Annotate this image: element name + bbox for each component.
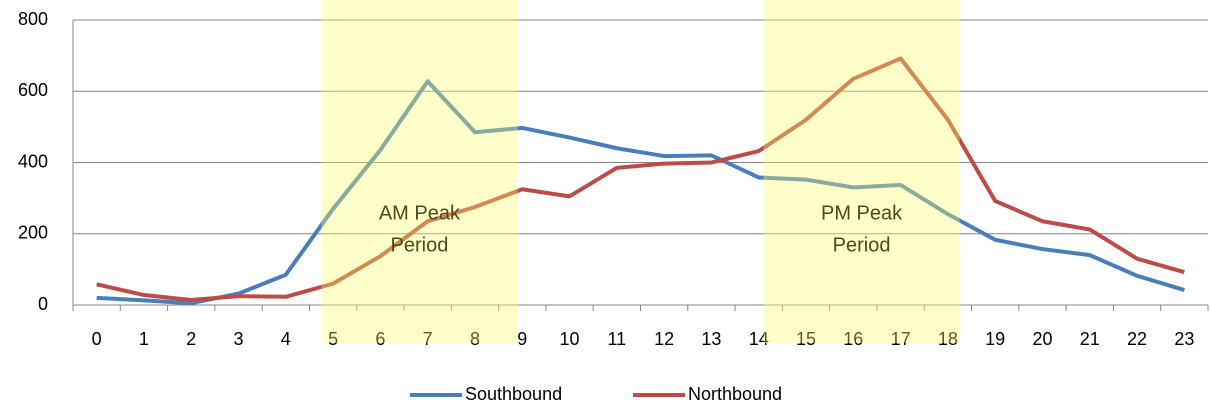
- peak-shade: [763, 0, 960, 343]
- x-tick-label: 7: [423, 329, 433, 349]
- annotation: AM Peak: [379, 202, 461, 224]
- series-line: [96, 56, 1185, 303]
- x-tick-label: 17: [891, 329, 911, 349]
- x-tick-label: 20: [1032, 329, 1052, 349]
- y-tick-label: 0: [38, 294, 48, 314]
- peak-shade: [321, 0, 518, 343]
- y-tick-label: 200: [18, 223, 48, 243]
- x-tick-label: 1: [139, 329, 149, 349]
- x-tick-label: 0: [92, 329, 102, 349]
- legend-label: Southbound: [465, 384, 562, 404]
- x-tick-label: 22: [1127, 329, 1147, 349]
- x-tick-label: 19: [985, 329, 1005, 349]
- x-tick-label: 18: [938, 329, 958, 349]
- x-tick-label: 16: [843, 329, 863, 349]
- annotation: Period: [833, 234, 891, 256]
- x-tick-label: 15: [796, 329, 816, 349]
- y-tick-label: 400: [18, 151, 48, 171]
- x-tick-label: 3: [234, 329, 244, 349]
- x-tick-label: 5: [328, 329, 338, 349]
- x-tick-label: 10: [560, 329, 580, 349]
- y-tick-label: 800: [18, 9, 48, 29]
- x-tick-label: 9: [517, 329, 527, 349]
- x-tick-label: 14: [749, 329, 769, 349]
- x-tick-label: 6: [375, 329, 385, 349]
- x-tick-label: 4: [281, 329, 291, 349]
- x-tick-label: 8: [470, 329, 480, 349]
- x-tick-label: 11: [608, 329, 627, 349]
- x-tick-label: 12: [654, 329, 674, 349]
- x-tick-label: 2: [186, 329, 196, 349]
- y-tick-label: 600: [18, 80, 48, 100]
- annotation: PM Peak: [821, 202, 903, 224]
- x-tick-label: 23: [1174, 329, 1194, 349]
- series-line: [96, 79, 1185, 306]
- x-tick-label: 13: [701, 329, 721, 349]
- legend-label: Northbound: [688, 384, 782, 404]
- x-tick-label: 21: [1080, 329, 1100, 349]
- annotation: Period: [391, 234, 449, 256]
